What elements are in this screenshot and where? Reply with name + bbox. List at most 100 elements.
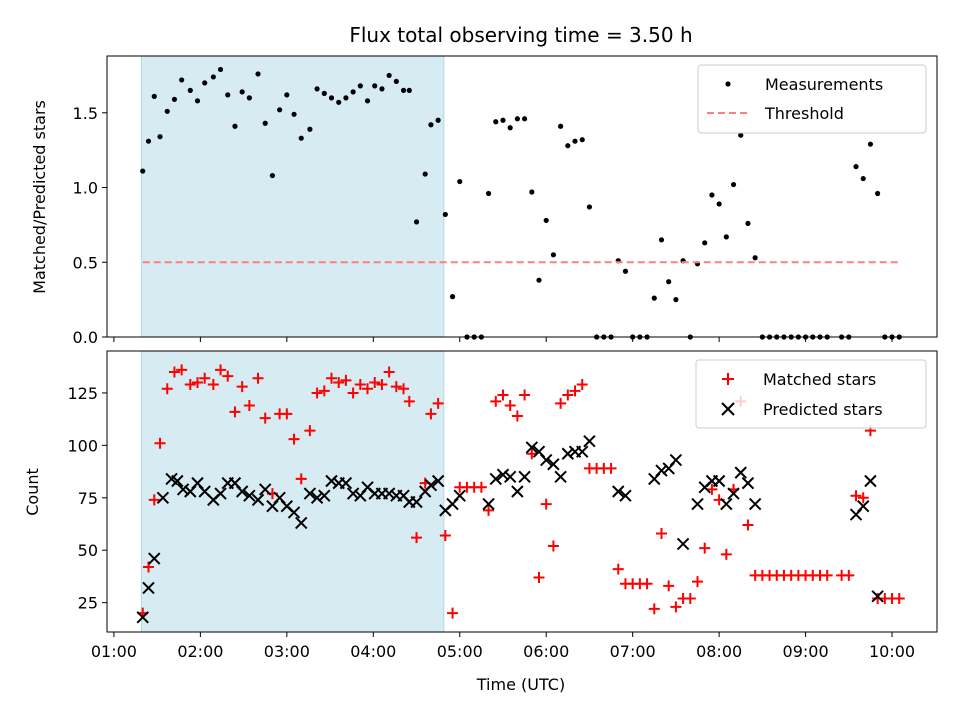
bottom-matched-stars-point-2: [148, 494, 160, 506]
bottom-predicted-stars-point-65: [669, 453, 683, 467]
bottom-legend: Matched stars Predicted stars: [695, 359, 927, 429]
bottom-matched-stars-point-99: [857, 492, 869, 504]
bottom-matched-stars-point-57: [547, 540, 559, 552]
top-legend: Measurements Threshold: [697, 64, 927, 134]
bottom-matched-stars-point-65: [605, 462, 617, 474]
top-measurements-point-23: [307, 126, 313, 132]
bottom-predicted-stars-point-14: [235, 485, 249, 498]
bottom-matched-stars-point-84: [742, 519, 754, 531]
top-measurements-point-6: [179, 77, 185, 83]
bottom-matched-stars-point-40: [425, 408, 437, 420]
top-measurements-point-84: [745, 220, 751, 227]
bottom-matched-stars-point-9: [199, 372, 211, 384]
bottom-predicted-stars-point-1: [142, 581, 155, 595]
bottom-matched-stars-point-28: [340, 374, 352, 386]
bottom-predicted-stars-point-40: [424, 479, 438, 492]
x-tick-label-9: 10:00: [869, 642, 915, 661]
bottom-predicted-stars-point-25: [318, 489, 331, 502]
bottom-predicted-stars-point-5: [171, 474, 184, 488]
bottom-matched-stars-point-78: [699, 542, 711, 554]
top-measurements-point-20: [284, 92, 290, 98]
top-measurements-point-27: [336, 99, 342, 105]
top-measurements-point-21: [291, 111, 297, 117]
bottom-matched-stars-point-49: [490, 395, 502, 407]
top-measurements-point-32: [372, 83, 378, 89]
bottom-matched-stars-point-43: [447, 607, 459, 619]
top-measurements-point-58: [558, 123, 564, 129]
top-y-tick-label-3: 1.5: [73, 104, 98, 123]
bottom-matched-stars-point-26: [326, 372, 338, 384]
bottom-predicted-stars-point-73: [734, 466, 747, 479]
top-measurements-point-30: [357, 83, 363, 89]
top-measurements-point-71: [651, 295, 657, 301]
legend-threshold-label: Threshold: [764, 104, 844, 123]
top-measurements-point-5: [171, 96, 178, 102]
top-measurements-point-4: [164, 108, 170, 114]
bottom-matched-stars-point-8: [191, 376, 203, 388]
top-measurements-point-62: [586, 204, 593, 210]
top-x-axis-ticks: [113, 337, 893, 342]
top-y-axis-label: Matched/Predicted stars: [30, 100, 49, 294]
top-measurements-point-28: [343, 95, 349, 101]
bottom-predicted-stars-point-77: [857, 499, 870, 513]
top-measurements-point-37: [406, 87, 412, 93]
top-axes-frame: [106, 55, 938, 338]
top-measurements-point-100: [867, 141, 874, 147]
bottom-matched-stars-point-4: [161, 383, 173, 395]
bottom-matched-stars-point-71: [648, 603, 660, 615]
top-measurements-point-39: [422, 171, 428, 177]
bottom-matched-stars-point-48: [483, 504, 495, 516]
bottom-matched-stars-point-70: [641, 578, 653, 590]
bottom-matched-stars-point-66: [612, 563, 624, 575]
top-measurements-point-33: [379, 86, 385, 92]
bottom-matched-stars-point-76: [684, 592, 696, 604]
bottom-predicted-stars-point-23: [303, 487, 317, 500]
bottom-matched-stars-point-15: [243, 400, 255, 412]
bottom-matched-stars-point-72: [655, 527, 667, 539]
top-measurements-point-34: [386, 72, 392, 79]
bottom-legend-frame: [695, 359, 927, 429]
legend-predicted-marker: [721, 402, 735, 416]
top-y-tick-label-0: 0.0: [73, 328, 98, 347]
bottom-predicted-stars-point-56: [561, 447, 575, 460]
bottom-predicted-stars-point-0: [136, 611, 149, 624]
bottom-predicted-stars-point-48: [503, 470, 517, 484]
top-measurements-point-82: [730, 181, 737, 188]
top-measurements-point-16: [255, 71, 261, 77]
bottom-matched-stars-point-55: [533, 571, 545, 583]
x-tick-label-6: 07:00: [610, 642, 656, 661]
bottom-matched-stars-point-13: [229, 406, 241, 418]
top-measurements-point-31: [364, 98, 371, 104]
bottom-matched-stars-point-60: [569, 385, 581, 397]
bottom-y-tick-label-2: 75: [78, 489, 98, 508]
top-measurements-point-24: [314, 86, 320, 92]
x-tick-label-4: 05:00: [437, 642, 483, 661]
x-tick-label-8: 09:00: [783, 642, 829, 661]
bottom-matched-stars-point-25: [318, 385, 330, 397]
bottom-matched-stars-point-10: [207, 379, 219, 391]
bottom-predicted-stars-point-54: [547, 458, 560, 471]
top-measurements-point-10: [210, 74, 216, 80]
x-tick-label-7: 08:00: [696, 642, 742, 661]
top-measurements-point-9: [202, 80, 208, 86]
top-panel: 0.0 0.5 1.0 1.5 Matched/Predicted stars Mea…: [30, 55, 938, 347]
bottom-matched-stars-point-47: [475, 481, 487, 493]
top-measurements-point-55: [536, 277, 542, 283]
bottom-predicted-stars-point-46: [489, 472, 502, 486]
top-measurements-point-81: [723, 234, 729, 240]
bottom-matched-stars-point-97: [843, 569, 855, 581]
top-measurements-point-51: [507, 125, 513, 131]
bottom-predicted-stars-point-58: [576, 445, 589, 458]
top-measurements-point-15: [246, 95, 252, 101]
bottom-matched-stars-point-14: [236, 381, 248, 393]
bottom-panel: 25 50 75 100 125 01:00 02:00 03:00 04:00 05:00 06…: [23, 350, 938, 694]
top-measurements-point-35: [393, 78, 399, 85]
bottom-predicted-stars-point-41: [431, 474, 445, 488]
top-measurements-point-101: [875, 190, 881, 197]
top-measurements-point-57: [550, 252, 557, 258]
top-measurements-point-36: [400, 87, 407, 93]
top-measurements-point-14: [239, 89, 245, 95]
top-measurements-point-61: [579, 137, 585, 143]
bottom-matched-stars-point-3: [154, 437, 166, 449]
